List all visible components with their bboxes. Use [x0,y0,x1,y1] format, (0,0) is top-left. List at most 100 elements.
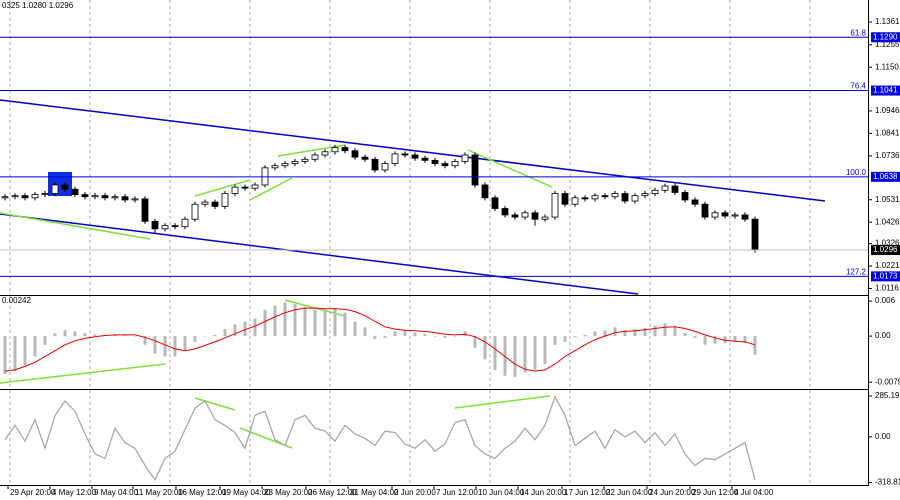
y-tick-label: -318.8116 [875,478,900,487]
cci-line [4,395,756,482]
candle-body [691,199,699,205]
macd-bar [583,334,587,337]
x-tick-label: 11 May 20:00 [135,488,183,497]
candle-body [511,214,519,218]
macd-signal [4,307,756,372]
macd-bar [203,336,207,337]
macd-bar [553,336,557,345]
macd-bar [213,334,217,337]
plot: 61.8 76.4 100.0 127.2 [0,28,868,482]
macd-bar [563,336,567,342]
macd-bar [593,331,597,337]
macd-bar [483,336,487,360]
candle-body [241,186,249,189]
level-price-label: 1.1041 [873,86,898,95]
macd-bar [433,336,437,337]
y-tick-label: 1.0426 [875,217,900,226]
macd-bar [333,308,337,337]
macd-bar [613,327,617,337]
candle-body [121,196,129,201]
candle-body [21,195,29,199]
candle-body [11,195,19,198]
candle-body [561,193,569,205]
macd-bar [183,336,187,351]
candle-body [181,218,189,228]
fib-level-name: 61.8 [850,28,866,37]
macd-bar [653,325,657,337]
macd-bar [113,334,117,337]
y-tick-label: 0.006 [875,296,896,305]
y-tick-label: 1.0116 [875,284,899,293]
channel-lower [0,213,639,295]
y-tick-label: 1.0221 [875,261,900,270]
candle-body [521,212,529,218]
x-tick-label: 19 May 04:00 [222,488,271,497]
candle-body [311,154,319,160]
candle-body [331,147,339,153]
x-tick-label: 4 May 12:00 [52,488,97,497]
macd-bar [303,306,307,337]
macd-bar [163,336,167,357]
y-tick-label: 1.1255 [875,40,900,49]
candle-body [171,225,179,228]
macd-bar [393,331,397,337]
candle-body [71,188,79,195]
candle-body [161,225,169,230]
y-tick-label: 1.1150 [875,62,899,71]
macd-bar [643,327,647,337]
level-price-label: 1.0173 [873,271,898,280]
macd-bar [713,336,717,344]
macd-bar [363,327,367,337]
level-price-label: 1.1290 [873,32,898,41]
candle-body [101,195,109,199]
candle-body [471,154,479,186]
x-tick-label: 31 May 04:00 [350,488,399,497]
candle-body [431,159,439,164]
macd-header: 0.00242 [2,296,31,305]
macd-bar [63,330,67,337]
candle-body [271,165,279,169]
macd-bar [683,333,687,337]
candle-body [731,214,739,217]
x-tick-label: 4 Jul 04:00 [734,488,774,497]
candle-body [61,184,69,190]
candle-body [491,197,499,209]
macd-bar [403,330,407,337]
macd-bar [723,336,727,344]
candle-body [671,185,679,193]
macd-bar [33,336,37,357]
macd-bar [243,321,247,337]
y-tick-label: 1.1361 [875,17,900,26]
macd-bar [233,324,237,337]
macd-bar [663,323,667,337]
macd-bar [123,335,127,337]
candle-body [641,193,649,197]
x-tick-label: 23 May 20:00 [264,488,313,497]
macd-bar [523,336,527,373]
candle-body [411,154,419,159]
macd-bar [453,336,457,337]
macd-bar [463,331,467,337]
macd-bar [603,330,607,337]
macd-bar [473,336,477,348]
macd-bar [143,336,147,345]
macd-bar [373,336,377,339]
candle-body [211,201,219,207]
macd-bar [633,329,637,337]
x-tick-label: 16 May 12:00 [178,488,227,497]
candle-body [591,195,599,200]
candle-body [401,153,409,156]
candle-body [221,193,229,207]
candle-body [371,158,379,171]
y-tick-label: 0.00 [875,432,891,441]
macd-bar [443,336,447,338]
candle-body [651,189,659,194]
y-tick-label: 1.0946 [875,106,900,115]
level-price-box [871,85,900,96]
macd-bar [493,336,497,370]
candle-body [391,153,399,164]
candle-body [51,184,59,194]
y-tick-label: 1.0326 [875,239,900,248]
macd-bar [223,329,227,337]
candle-body [321,151,329,156]
